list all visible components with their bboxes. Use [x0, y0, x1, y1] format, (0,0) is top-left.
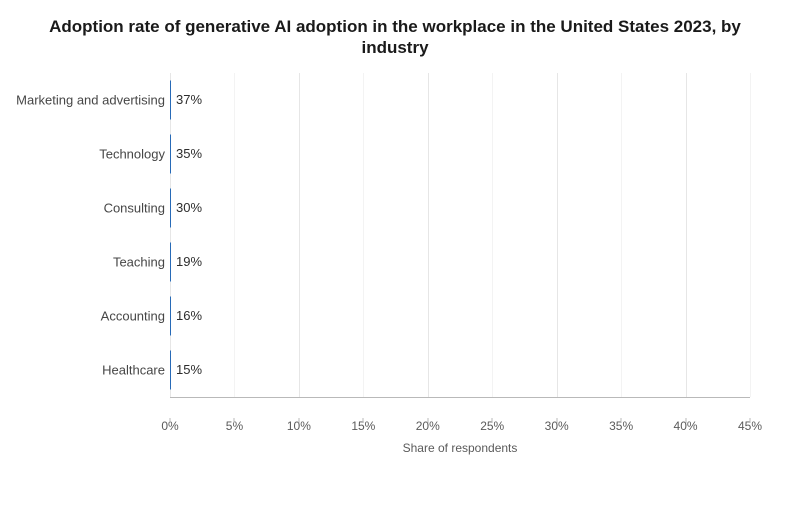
chart-title: Adoption rate of generative AI adoption … [40, 16, 750, 59]
bar-value-label: 19% [176, 254, 202, 269]
x-axis-label: Share of respondents [170, 441, 750, 455]
x-tick-mark [621, 418, 622, 423]
bar-value-label: 37% [176, 92, 202, 107]
x-axis-ticks: 0%5%10%15%20%25%30%35%40%45% [170, 419, 750, 435]
x-tick-mark [556, 418, 557, 423]
y-axis-label: Technology [10, 146, 165, 161]
y-axis-label: Healthcare [10, 362, 165, 377]
y-axis-label: Marketing and advertising [10, 92, 165, 107]
x-tick-mark [492, 418, 493, 423]
y-axis-label: Consulting [10, 200, 165, 215]
chart-container: Adoption rate of generative AI adoption … [0, 0, 790, 517]
bar-value-label: 35% [176, 146, 202, 161]
x-tick-mark [427, 418, 428, 423]
bar-value-label: 30% [176, 200, 202, 215]
bar: 15% [170, 350, 171, 389]
x-tick-mark [298, 418, 299, 423]
bar: 37% [170, 80, 171, 119]
bar-value-label: 15% [176, 362, 202, 377]
bar: 35% [170, 134, 171, 173]
bar: 30% [170, 188, 171, 227]
bar-value-label: 16% [176, 308, 202, 323]
y-axis-label: Accounting [10, 308, 165, 323]
x-tick-mark [750, 418, 751, 423]
x-tick-mark [170, 418, 171, 423]
chart-area: 37%35%30%19%16%15% Marketing and adverti… [170, 73, 750, 457]
x-tick-mark [363, 418, 364, 423]
y-axis-labels: Marketing and advertising Technology Consu… [10, 73, 165, 397]
x-tick-mark [685, 418, 686, 423]
bar: 16% [170, 296, 171, 335]
plot-area: 37% 35% 30% 19% 16% 15% [170, 73, 750, 398]
bars-layer: 37% 35% 30% 19% 16% 15% [170, 73, 750, 397]
y-axis-label: Teaching [10, 254, 165, 269]
gridline [750, 73, 751, 397]
x-tick-mark [234, 418, 235, 423]
bar: 19% [170, 242, 171, 281]
